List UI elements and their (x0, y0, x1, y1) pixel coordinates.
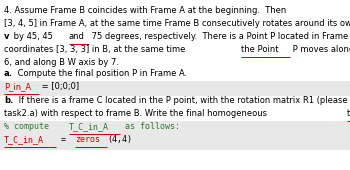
Text: [3, 4, 5] in Frame A, at the same time Frame B consecutively rotates around its : [3, 4, 5] in Frame A, at the same time F… (4, 19, 350, 28)
Text: T_C_in_A: T_C_in_A (69, 122, 108, 131)
Bar (0, 121, 350, 150)
Text: b.: b. (4, 96, 13, 105)
Text: = [0;0;0]: = [0;0;0] (39, 82, 79, 91)
Text: If there is a frame C located in the P point, with the rotation matrix R1 (pleas: If there is a frame C located in the P p… (16, 96, 350, 105)
Text: 6, and along B W axis by 7.: 6, and along B W axis by 7. (4, 58, 119, 67)
Text: and: and (69, 32, 84, 41)
Text: P_in_A: P_in_A (4, 82, 31, 91)
Text: tranformation: tranformation (347, 109, 350, 118)
Text: the Point: the Point (241, 45, 279, 54)
Text: 4. Assume Frame B coincides with Frame A at the beginning.  Then: 4. Assume Frame B coincides with Frame A… (4, 6, 289, 15)
Text: task2.a) with respect to frame B. Write the final homogeneous: task2.a) with respect to frame B. Write … (4, 109, 270, 118)
Text: 75 degrees, respectively.  There is a Point P located in Frame B having initial: 75 degrees, respectively. There is a Poi… (89, 32, 350, 41)
Text: =: = (56, 135, 71, 144)
Text: coordinates [3, 3, 3] in B, at the same time: coordinates [3, 3, 3] in B, at the same … (4, 45, 188, 54)
Text: Compute the final position P in Frame A.: Compute the final position P in Frame A. (15, 69, 188, 78)
Text: P moves along B U axis by 5, along B: P moves along B U axis by 5, along B (290, 45, 350, 54)
Text: (4,4): (4,4) (107, 135, 132, 144)
Text: a.: a. (4, 69, 13, 78)
Text: zeros: zeros (75, 135, 100, 144)
Text: as follows:: as follows: (120, 122, 180, 131)
Text: v: v (4, 32, 9, 41)
Text: T_C_in_A: T_C_in_A (4, 135, 44, 144)
Text: by 45, 45: by 45, 45 (11, 32, 56, 41)
Bar (0, 81, 350, 96)
Text: % compute: % compute (4, 122, 54, 131)
